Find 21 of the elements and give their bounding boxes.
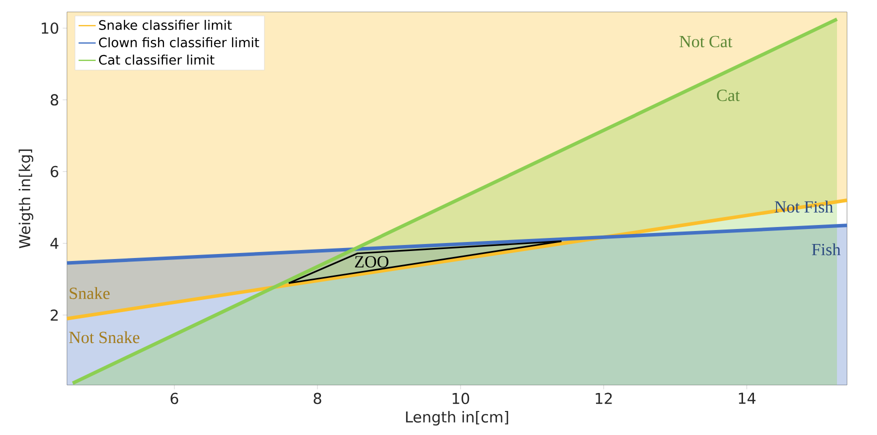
annotation: Not Cat	[680, 36, 732, 48]
x-tick-label: 14	[738, 392, 756, 404]
y-tick-label: 6	[50, 166, 58, 178]
y-tick-label: 2	[50, 309, 58, 321]
legend-label: Clown fish classifier limit	[99, 37, 260, 48]
annotation: Fish	[812, 243, 840, 256]
y-tick-label: 8	[50, 94, 58, 106]
x-tick-label: 12	[596, 392, 612, 404]
annotation: Cat	[716, 90, 740, 102]
y-axis-title: Weigth in[kg]	[18, 149, 34, 248]
legend-label: Snake classifier limit	[99, 20, 232, 30]
x-tick-label: 10	[452, 392, 470, 404]
annotation: Not Snake	[69, 331, 140, 344]
x-tick-label: 8	[314, 392, 322, 404]
x-tick-label: 6	[170, 392, 178, 404]
x-axis-title: Length in[cm]	[406, 411, 508, 426]
legend-label: Cat classifier limit	[99, 54, 214, 65]
annotation: ZOO	[354, 256, 388, 268]
y-tick-label: 4	[50, 238, 58, 249]
annotation: Snake	[70, 287, 110, 300]
y-tick-label: 10	[42, 22, 58, 34]
